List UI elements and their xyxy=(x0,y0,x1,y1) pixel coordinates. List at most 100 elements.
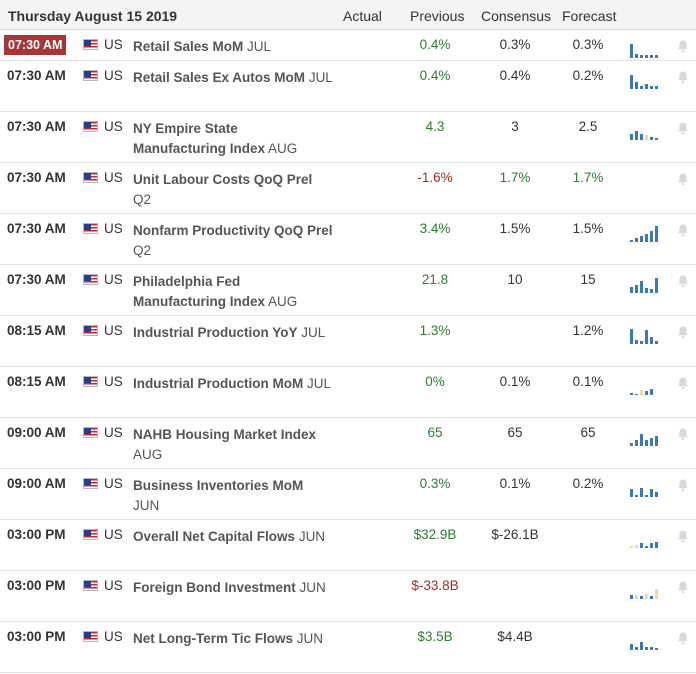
history-sparkline[interactable] xyxy=(630,124,662,140)
calendar-row[interactable]: 09:00 AM US NAHB Housing Market Index AUG 6… xyxy=(0,418,696,469)
history-sparkline[interactable] xyxy=(630,379,662,395)
history-sparkline[interactable] xyxy=(630,481,662,497)
event-title[interactable]: Overall Net Capital Flows JUN xyxy=(133,527,333,547)
history-sparkline[interactable] xyxy=(630,583,662,599)
event-title[interactable]: Philadelphia Fed Manufacturing Index AUG xyxy=(133,272,333,312)
sparkline-bar xyxy=(645,234,648,242)
previous-value: 0.4% xyxy=(419,68,451,83)
history-sparkline[interactable] xyxy=(630,42,662,58)
event-name[interactable]: Industrial Production YoY xyxy=(133,325,298,340)
bell-icon[interactable] xyxy=(676,529,690,543)
consensus-value: 65 xyxy=(507,425,523,440)
calendar-header: Thursday August 15 2019 Actual Previous … xyxy=(0,0,696,30)
history-sparkline[interactable] xyxy=(630,430,662,446)
event-title[interactable]: Retail Sales Ex Autos MoM JUL xyxy=(133,68,333,88)
event-name[interactable]: Overall Net Capital Flows xyxy=(133,529,296,544)
history-sparkline[interactable] xyxy=(630,328,662,344)
forecast-value: 0.1% xyxy=(572,374,604,389)
bell-icon[interactable] xyxy=(676,172,690,186)
forecast-value: 2.5 xyxy=(578,119,598,134)
column-previous[interactable]: Previous xyxy=(410,8,465,24)
event-title[interactable]: Industrial Production MoM JUL xyxy=(133,374,333,394)
calendar-row[interactable]: 03:00 PM US Foreign Bond Investment JUN $-3… xyxy=(0,571,696,622)
event-title[interactable]: Retail Sales MoM JUL xyxy=(133,37,333,57)
sparkline-bar xyxy=(630,75,633,89)
sparkline-bar xyxy=(640,390,643,395)
bell-icon[interactable] xyxy=(676,121,690,135)
calendar-row[interactable]: 07:30 AM US NY Empire State Manufacturing … xyxy=(0,112,696,163)
bell-icon[interactable] xyxy=(676,631,690,645)
event-name[interactable]: Unit Labour Costs QoQ Prel xyxy=(133,172,313,187)
us-flag-icon xyxy=(83,223,98,234)
sparkline-bar xyxy=(635,131,638,140)
previous-value: $3.5B xyxy=(417,629,453,644)
sparkline-bar xyxy=(640,86,643,89)
event-name[interactable]: Foreign Bond Investment xyxy=(133,580,296,595)
bell-icon[interactable] xyxy=(676,223,690,237)
event-name[interactable]: NAHB Housing Market Index xyxy=(133,427,317,442)
column-forecast[interactable]: Forecast xyxy=(562,8,617,24)
sparkline-bar xyxy=(630,134,633,140)
calendar-row[interactable]: 07:30 AM US Retail Sales MoM JUL 0.4% 0.3% 0.… xyxy=(0,30,696,61)
history-sparkline[interactable] xyxy=(630,277,662,293)
bell-icon[interactable] xyxy=(676,580,690,594)
bell-icon[interactable] xyxy=(676,325,690,339)
bell-icon[interactable] xyxy=(676,39,690,53)
sparkline-bar xyxy=(630,287,633,293)
previous-value: 0% xyxy=(425,374,445,389)
calendar-row[interactable]: 03:00 PM US Overall Net Capital Flows JUN $… xyxy=(0,520,696,571)
event-name[interactable]: NY Empire State Manufacturing Index xyxy=(133,121,266,156)
event-name[interactable]: Retail Sales Ex Autos MoM xyxy=(133,70,306,85)
bell-icon[interactable] xyxy=(676,274,690,288)
sparkline-bar xyxy=(635,340,638,344)
history-sparkline[interactable] xyxy=(630,226,662,242)
history-sparkline[interactable] xyxy=(630,532,662,548)
sparkline-bar xyxy=(650,596,653,599)
calendar-row[interactable]: 07:30 AM US Retail Sales Ex Autos MoM JUL 0… xyxy=(0,61,696,112)
event-country: US xyxy=(104,629,123,644)
bell-icon[interactable] xyxy=(676,478,690,492)
event-period: JUL xyxy=(307,376,332,391)
history-sparkline[interactable] xyxy=(630,73,662,89)
event-country: US xyxy=(104,374,123,389)
event-title[interactable]: NY Empire State Manufacturing Index AUG xyxy=(133,119,333,159)
column-consensus[interactable]: Consensus xyxy=(481,8,552,24)
event-country: US xyxy=(104,37,123,52)
bell-icon[interactable] xyxy=(676,70,690,84)
event-title[interactable]: NAHB Housing Market Index AUG xyxy=(133,425,333,465)
event-title[interactable]: Nonfarm Productivity QoQ Prel Q2 xyxy=(133,221,333,261)
calendar-row[interactable]: 03:00 PM US Net Long-Term Tic Flows JUN $3.… xyxy=(0,622,696,673)
calendar-row[interactable]: 09:00 AM US Business Inventories MoM JUN 0.… xyxy=(0,469,696,520)
event-name[interactable]: Philadelphia Fed Manufacturing Index xyxy=(133,274,266,309)
column-actual[interactable]: Actual xyxy=(343,8,382,24)
event-period: JUL xyxy=(301,325,326,340)
event-period: JUL xyxy=(247,39,272,54)
calendar-row[interactable]: 07:30 AM US Nonfarm Productivity QoQ Prel … xyxy=(0,214,696,265)
bell-icon[interactable] xyxy=(676,376,690,390)
us-flag-icon xyxy=(83,39,98,50)
sparkline-bar xyxy=(650,86,653,89)
event-name[interactable]: Nonfarm Productivity QoQ Prel xyxy=(133,223,333,238)
bell-icon[interactable] xyxy=(676,427,690,441)
event-name[interactable]: Net Long-Term Tic Flows xyxy=(133,631,294,646)
event-period: AUG xyxy=(268,294,298,309)
history-sparkline[interactable] xyxy=(630,634,662,650)
sparkline-bar xyxy=(645,546,648,548)
event-name[interactable]: Business Inventories MoM xyxy=(133,478,304,493)
history-sparkline[interactable] xyxy=(630,175,662,191)
event-name[interactable]: Industrial Production MoM xyxy=(133,376,304,391)
calendar-row[interactable]: 07:30 AM US Unit Labour Costs QoQ Prel Q2 -… xyxy=(0,163,696,214)
sparkline-bar xyxy=(635,394,638,395)
event-title[interactable]: Industrial Production YoY JUL xyxy=(133,323,333,343)
event-title[interactable]: Foreign Bond Investment JUN xyxy=(133,578,333,598)
calendar-row[interactable]: 08:15 AM US Industrial Production YoY JUL 1… xyxy=(0,316,696,367)
sparkline-bar xyxy=(655,436,658,446)
sparkline-bar xyxy=(640,596,643,599)
calendar-row[interactable]: 07:30 AM US Philadelphia Fed Manufacturing… xyxy=(0,265,696,316)
calendar-row[interactable]: 08:15 AM US Industrial Production MoM JUL 0… xyxy=(0,367,696,418)
event-title[interactable]: Business Inventories MoM JUN xyxy=(133,476,333,516)
event-title[interactable]: Unit Labour Costs QoQ Prel Q2 xyxy=(133,170,333,210)
sparkline-bar xyxy=(645,647,648,650)
event-title[interactable]: Net Long-Term Tic Flows JUN xyxy=(133,629,333,649)
event-name[interactable]: Retail Sales MoM xyxy=(133,39,244,54)
